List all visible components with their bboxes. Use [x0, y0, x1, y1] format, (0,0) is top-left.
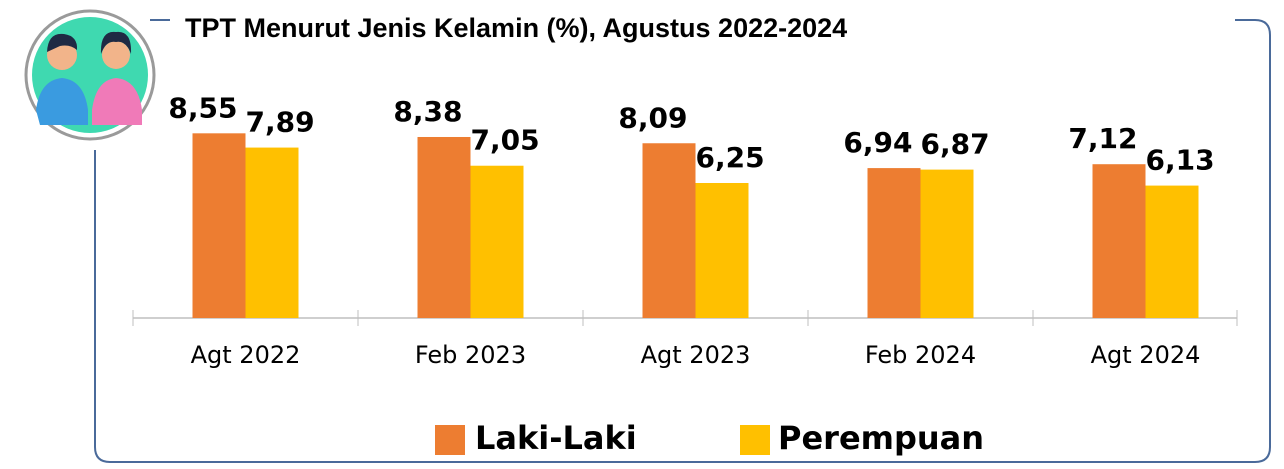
value-label: 8,55: [168, 91, 237, 124]
x-tick-label: Agt 2023: [641, 341, 751, 369]
value-label: 6,94: [843, 126, 912, 159]
bar: [192, 133, 246, 318]
bar: [1092, 164, 1146, 318]
value-label: 7,89: [246, 106, 315, 139]
bar: [245, 147, 299, 318]
x-tick-label: Agt 2022: [191, 341, 301, 369]
value-label: 8,09: [618, 101, 687, 134]
bar: [695, 183, 749, 318]
legend-swatch: [435, 425, 465, 455]
chart-title: TPT Menurut Jenis Kelamin (%), Agustus 2…: [185, 13, 847, 43]
bar: [642, 143, 696, 318]
x-tick-label: Agt 2024: [1091, 341, 1201, 369]
bar: [867, 168, 921, 318]
value-label: 6,25: [696, 141, 765, 174]
icon: [24, 9, 156, 141]
legend-label: Perempuan: [778, 419, 984, 457]
legend-swatch: [740, 425, 770, 455]
bar: [1145, 185, 1199, 318]
legend-label: Laki-Laki: [475, 419, 637, 457]
frame: [94, 19, 1271, 463]
value-label: 7,05: [471, 124, 540, 157]
x-tick-label: Feb 2024: [865, 341, 976, 369]
value-label: 6,13: [1146, 144, 1215, 177]
bar: [920, 169, 974, 318]
value-label: 6,87: [921, 128, 990, 161]
bar: [470, 165, 524, 318]
value-label: 7,12: [1068, 122, 1137, 155]
bar: [417, 136, 471, 318]
value-label: 8,38: [393, 95, 462, 128]
x-tick-label: Feb 2023: [415, 341, 526, 369]
